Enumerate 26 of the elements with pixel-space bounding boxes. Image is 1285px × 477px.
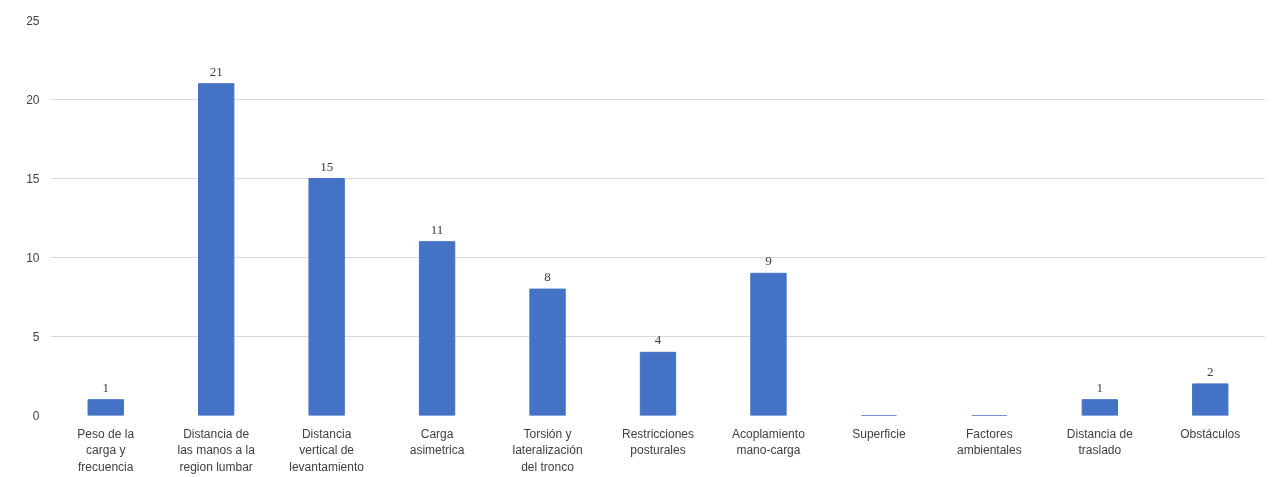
x-tick-label: Obstáculos (1180, 426, 1241, 441)
y-tick-label: 5 (32, 330, 40, 344)
data-label: 8 (544, 269, 551, 285)
data-label: 21 (209, 63, 223, 79)
x-tick-label: Distancia de las manos a la region lumbar (177, 426, 256, 475)
x-tick-label: Torsión y lateralización del tronco (512, 426, 583, 475)
data-label: 1 (102, 379, 109, 395)
x-tick-label: Distancia vertical de levantamiento (289, 426, 365, 475)
y-tick-label: 25 (26, 14, 40, 28)
data-label: 15 (320, 158, 334, 174)
x-tick-label: Peso de la carga y frecuencia (77, 426, 135, 475)
data-label: 4 (654, 332, 662, 348)
x-tick-label: Superficie (852, 426, 906, 441)
data-label: 9 (765, 253, 772, 269)
x-tick-label: Carga asimetrica (409, 426, 465, 458)
y-tick-label: 10 (26, 251, 40, 265)
data-label: 2 (1207, 363, 1214, 379)
data-label: 1 (1096, 379, 1104, 395)
data-label: 11 (430, 221, 444, 237)
y-tick-label: 0 (32, 409, 40, 423)
x-tick-label: Acoplamiento mano-carga (732, 426, 806, 458)
x-tick-label: Factores ambientales (957, 426, 1022, 458)
x-tick-label: Restricciones posturales (621, 426, 695, 458)
x-tick-label: Distancia de traslado (1066, 426, 1134, 458)
y-tick-label: 20 (26, 93, 40, 107)
y-tick-label: 15 (26, 172, 40, 186)
